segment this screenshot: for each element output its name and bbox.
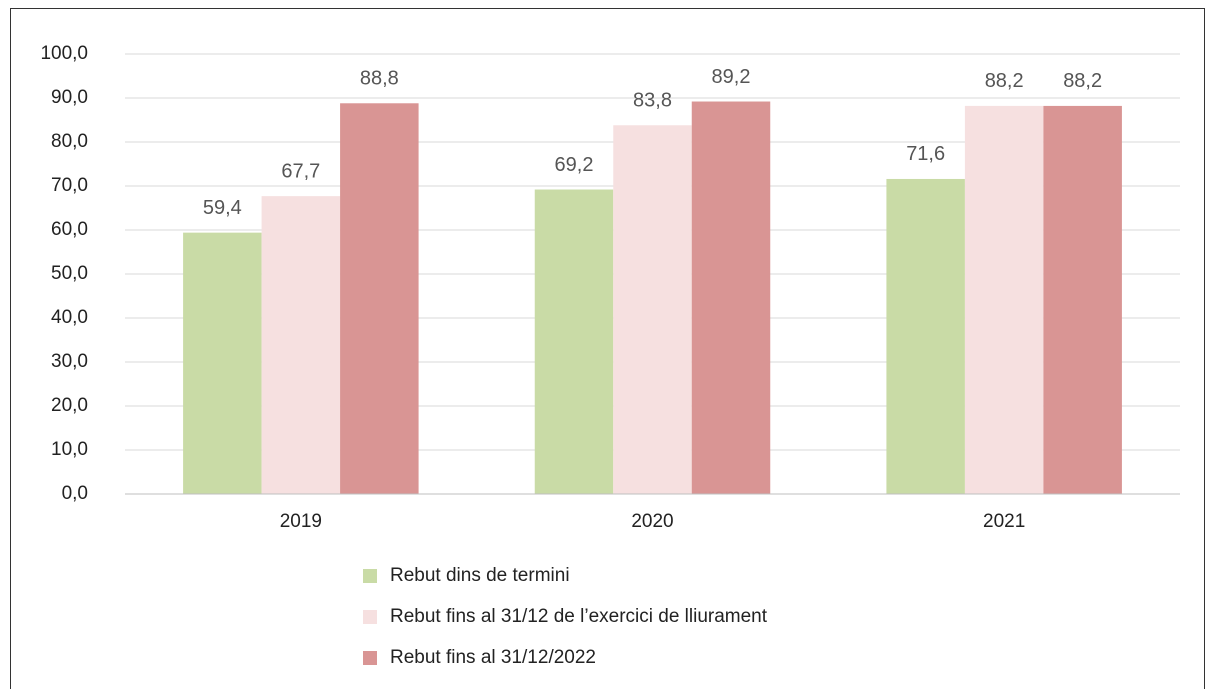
y-tick-label: 10,0: [51, 439, 88, 460]
bar: [261, 196, 341, 494]
y-tick-label: 30,0: [51, 351, 88, 372]
bar: [340, 103, 419, 494]
value-label: 89,2: [712, 66, 751, 88]
bar: [964, 105, 1044, 495]
y-tick-label: 40,0: [51, 307, 88, 328]
value-label: 88,8: [360, 68, 399, 90]
x-tick-label: 2020: [631, 511, 673, 532]
legend-swatch: [363, 651, 377, 665]
value-label: 83,8: [633, 90, 672, 112]
y-tick-label: 100,0: [40, 43, 88, 64]
chart-border: [10, 8, 1205, 689]
bar: [1043, 105, 1122, 495]
x-tick-label: 2019: [280, 511, 322, 532]
value-label: 71,6: [906, 143, 945, 165]
bar: [886, 178, 965, 494]
y-tick-label: 20,0: [51, 395, 88, 416]
legend-swatch: [363, 610, 377, 624]
y-tick-label: 80,0: [51, 131, 88, 152]
y-tick-label: 50,0: [51, 263, 88, 284]
value-label: 88,2: [1063, 70, 1102, 92]
value-label: 67,7: [281, 160, 320, 182]
legend-swatch: [363, 569, 377, 583]
bar: [691, 101, 771, 495]
legend-label: Rebut fins al 31/12/2022: [390, 647, 596, 668]
value-label: 59,4: [203, 197, 242, 219]
bar: [613, 125, 692, 494]
y-tick-label: 60,0: [51, 219, 88, 240]
value-label: 88,2: [985, 70, 1024, 92]
x-tick-label: 2021: [983, 511, 1025, 532]
y-tick-label: 0,0: [62, 483, 88, 504]
legend-label: Rebut dins de termini: [390, 565, 570, 586]
y-tick-label: 70,0: [51, 175, 88, 196]
y-tick-label: 90,0: [51, 87, 88, 108]
value-label: 69,2: [555, 154, 594, 176]
bar: [183, 232, 262, 494]
bar: [534, 189, 614, 494]
legend-label: Rebut fins al 31/12 de l’exercici de lli…: [390, 606, 768, 627]
